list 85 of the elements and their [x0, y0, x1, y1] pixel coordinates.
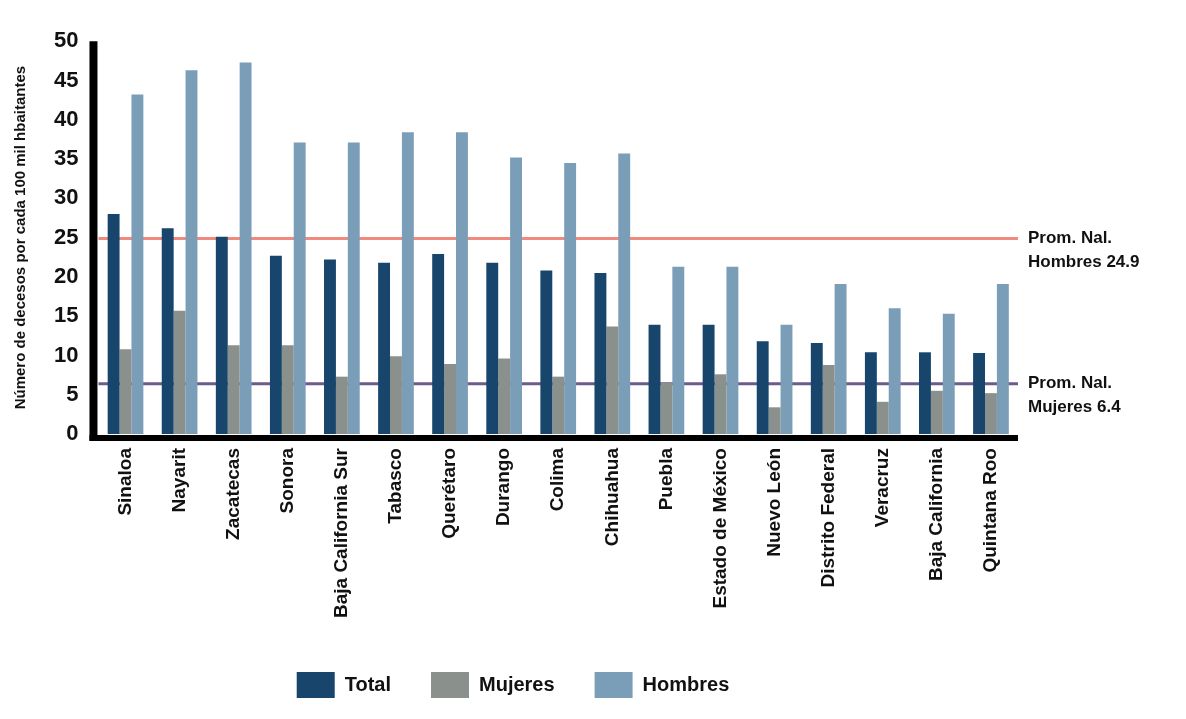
bar	[510, 157, 522, 435]
bar	[564, 162, 577, 435]
bar	[552, 376, 565, 435]
y-tick-label: 20	[53, 262, 79, 288]
bar	[714, 374, 727, 435]
bar	[942, 313, 955, 435]
bar	[401, 132, 414, 435]
bar	[444, 364, 457, 435]
x-tick-label: Baja California Sur	[330, 447, 352, 619]
y-tick-label: 40	[53, 105, 79, 131]
bar	[540, 270, 553, 435]
bar	[834, 283, 847, 435]
bar	[985, 393, 997, 435]
x-tick-label: Sinaloa	[113, 447, 135, 516]
y-tick-label: 10	[53, 341, 79, 367]
bar	[269, 255, 282, 435]
y-tick-label: 15	[53, 302, 79, 328]
y-axis-title: Número de decesos por cada 100 mil hbaitantes	[11, 65, 29, 410]
bar	[239, 62, 252, 435]
bar	[378, 262, 391, 435]
bar	[606, 326, 619, 435]
bar	[996, 283, 1009, 435]
x-tick-label: Estado de México	[708, 448, 730, 609]
bar	[930, 390, 943, 435]
legend-label: Mujeres	[479, 672, 555, 695]
bar	[486, 262, 499, 435]
bar	[780, 324, 793, 435]
x-tick-label: Puebla	[654, 447, 676, 511]
bar	[888, 308, 901, 435]
bar	[973, 353, 986, 435]
x-tick-label: Durango	[492, 448, 514, 527]
bar	[864, 352, 877, 435]
y-tick-label: 0	[66, 420, 79, 446]
bar	[768, 407, 781, 435]
legend-label: Hombres	[642, 672, 730, 695]
bar	[173, 310, 186, 435]
y-tick-label: 45	[53, 66, 79, 92]
bar	[876, 401, 889, 435]
x-tick-label: Chihuahua	[600, 447, 622, 547]
bar	[185, 70, 198, 435]
x-tick-label: Baja California	[925, 447, 947, 582]
legend-label: Total	[344, 672, 392, 695]
x-tick-label: Veracruz	[871, 448, 893, 528]
bar	[227, 345, 240, 435]
y-tick-label: 35	[53, 145, 79, 171]
ref-line-label: Prom. Nal. Mujeres 6.4	[1028, 373, 1122, 417]
bar	[456, 132, 468, 435]
bar	[810, 342, 823, 435]
bar	[756, 341, 769, 435]
y-tick-label: 25	[53, 223, 79, 249]
bar	[293, 142, 306, 435]
bar	[119, 349, 132, 435]
ref-line-label: Prom. Nal. Hombres 24.9	[1028, 228, 1140, 272]
x-tick-label: Colima	[546, 447, 568, 512]
bar	[131, 94, 144, 435]
x-tick-label: Distrito Federal	[816, 448, 838, 588]
bar	[390, 356, 402, 435]
bar	[822, 364, 835, 435]
x-tick-label: Tabasco	[384, 448, 406, 524]
x-tick-label: Querétaro	[438, 448, 460, 539]
bar	[919, 352, 931, 435]
bar	[660, 382, 673, 435]
bar	[107, 214, 120, 435]
y-tick-label: 30	[53, 184, 79, 210]
y-tick-label: 50	[53, 27, 79, 53]
bar	[594, 272, 607, 435]
bar	[672, 266, 685, 435]
bar	[726, 266, 739, 435]
x-tick-label: Sonora	[276, 447, 298, 514]
x-tick-label: Nayarit	[167, 447, 189, 513]
bar	[648, 324, 661, 435]
x-tick-label: Zacatecas	[221, 448, 243, 540]
bar	[324, 259, 336, 435]
bar	[432, 254, 445, 435]
x-tick-label: Quintana Roo	[979, 448, 1001, 573]
y-tick-label: 5	[66, 380, 79, 406]
bar	[335, 376, 348, 435]
x-tick-label: Nuevo León	[762, 448, 784, 557]
bar	[702, 324, 715, 435]
bar	[281, 345, 294, 435]
bar	[618, 153, 631, 435]
bar	[215, 236, 228, 435]
bar	[161, 228, 174, 435]
bar	[498, 358, 511, 435]
bar	[347, 142, 360, 435]
